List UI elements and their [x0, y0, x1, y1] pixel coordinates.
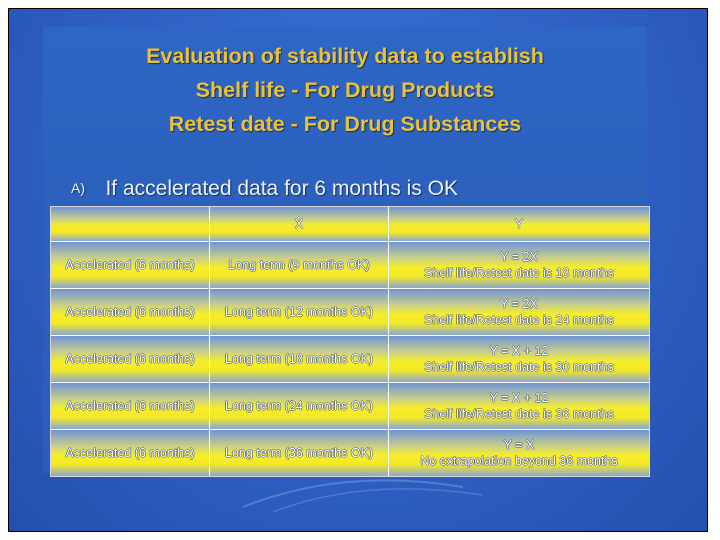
long-term-cell: Long term (9 months OK): [210, 242, 389, 289]
result-cell: Y = X + 12 Shelf life/Retest date is 36 m…: [389, 383, 649, 430]
table-row: Accelerated (6 months) Long term (36 mon…: [51, 430, 649, 476]
subheading: A) If accelerated data for 6 months is O…: [71, 177, 458, 201]
table-row: Accelerated (6 months) Long term (9 mont…: [51, 242, 649, 289]
rule-text: Y = 2X: [500, 297, 538, 311]
rule-text: Y = X + 12: [489, 344, 549, 358]
slide-frame: Evaluation of stability data to establis…: [8, 8, 708, 532]
slide-title: Evaluation of stability data to establis…: [43, 39, 647, 141]
header-cell-y: Y: [389, 207, 649, 242]
rule-text: Y = X + 12: [489, 391, 549, 405]
result-cell: Y = 2X Shelf life/Retest date is 18 month…: [389, 242, 649, 289]
long-term-cell: Long term (12 months OK): [210, 289, 389, 336]
table-row: Accelerated (6 months) Long term (18 mon…: [51, 336, 649, 383]
long-term-cell: Long term (18 months OK): [210, 336, 389, 383]
title-line: Evaluation of stability data to establis…: [146, 44, 544, 68]
result-text: No extrapolation beyond 36 months: [420, 454, 618, 468]
table-row: Accelerated (6 months) Long term (24 mon…: [51, 383, 649, 430]
result-text: Shelf life/Retest date is 36 months: [424, 407, 614, 421]
header-cell: [51, 207, 210, 242]
table-header-row: X Y: [51, 207, 649, 242]
accelerated-cell: Accelerated (6 months): [51, 383, 210, 430]
result-text: Shelf life/Retest date is 24 months: [424, 313, 614, 327]
header-cell-x: X: [210, 207, 389, 242]
result-text: Shelf life/Retest date is 30 months: [424, 360, 614, 374]
accelerated-cell: Accelerated (6 months): [51, 289, 210, 336]
result-cell: Y = X + 12 Shelf life/Retest date is 30 m…: [389, 336, 649, 383]
result-cell: Y = 2X Shelf life/Retest date is 24 month…: [389, 289, 649, 336]
accelerated-cell: Accelerated (6 months): [51, 242, 210, 289]
title-line: Shelf life - For Drug Products: [195, 78, 495, 102]
subheading-text: If accelerated data for 6 months is OK: [105, 177, 458, 200]
title-line: Retest date - For Drug Substances: [168, 112, 522, 136]
accelerated-cell: Accelerated (6 months): [51, 430, 210, 476]
result-cell: Y = X No extrapolation beyond 36 months: [389, 430, 649, 476]
table-row: Accelerated (6 months) Long term (12 mon…: [51, 289, 649, 336]
stability-table: X Y Accelerated (6 months) Long term (9 …: [50, 206, 650, 477]
rule-text: Y = X: [503, 438, 535, 452]
list-marker: A): [71, 180, 85, 196]
rule-text: Y = 2X: [500, 250, 538, 264]
long-term-cell: Long term (24 months OK): [210, 383, 389, 430]
long-term-cell: Long term (36 months OK): [210, 430, 389, 476]
result-text: Shelf life/Retest date is 18 months: [424, 266, 614, 280]
accelerated-cell: Accelerated (6 months): [51, 336, 210, 383]
